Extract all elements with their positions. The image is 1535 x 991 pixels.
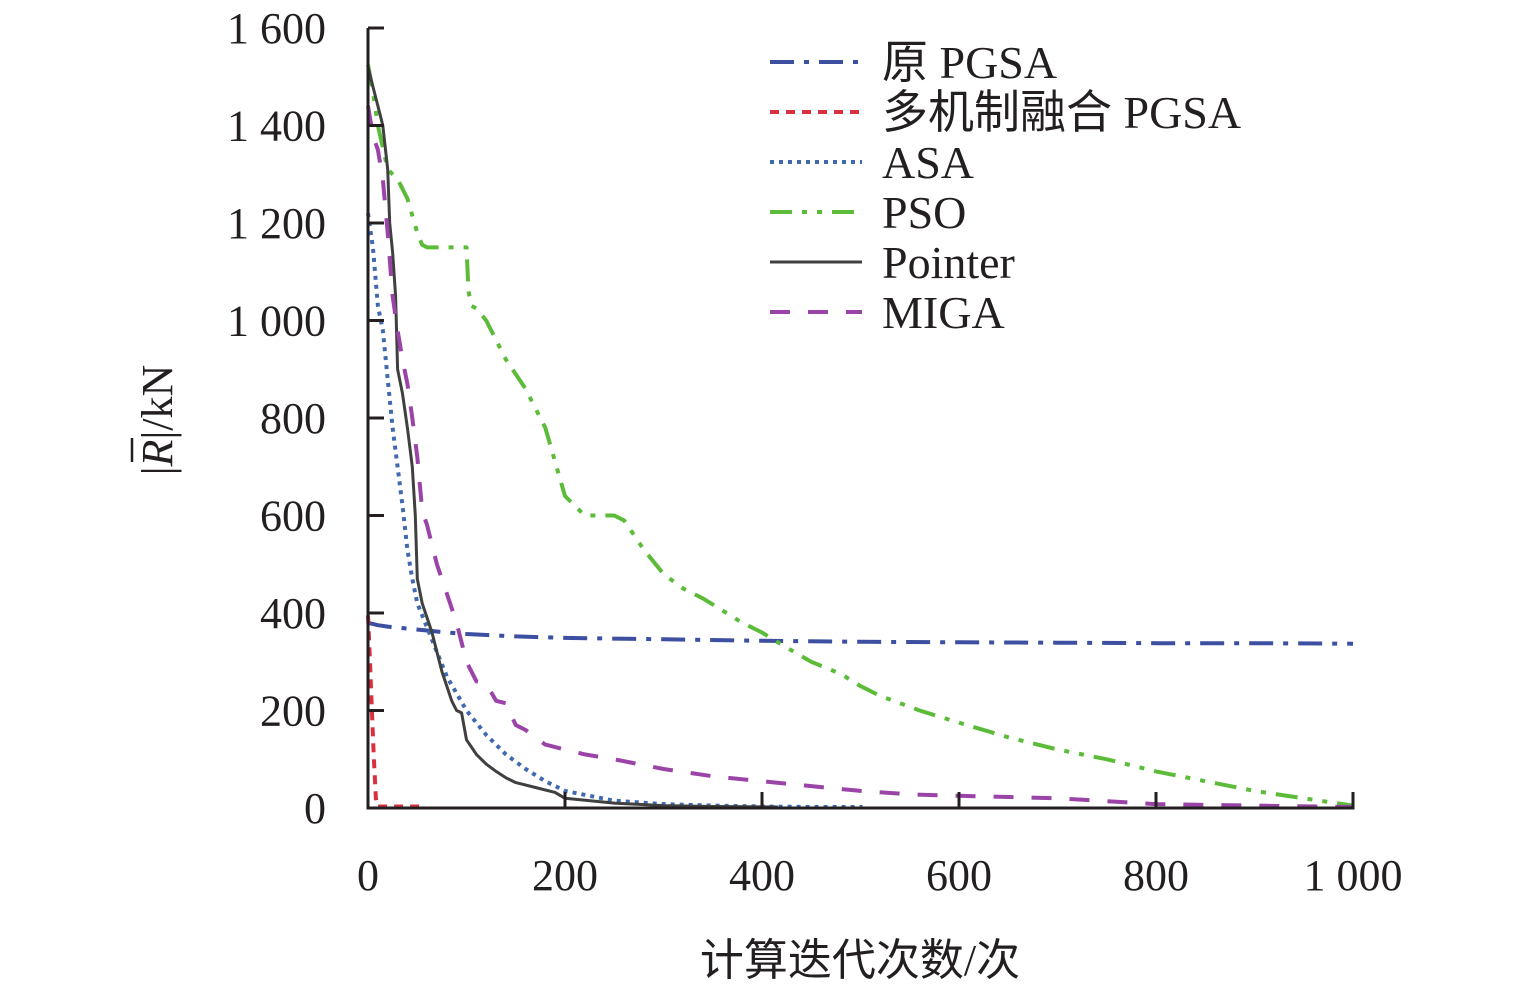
- legend-item: 多机制融合 PGSA: [770, 87, 1241, 138]
- legend-label: PSO: [882, 187, 966, 238]
- series-line-0: [367, 620, 1354, 646]
- y-tick-label: 600: [260, 492, 326, 541]
- y-tick-label: 800: [260, 394, 326, 443]
- ticks: 0 200 400 600 800 1 000 1 200 1 400 1 600 0 200 400…: [227, 4, 1403, 900]
- legend-item: ASA: [770, 137, 974, 188]
- x-tick-label: 0: [357, 851, 379, 900]
- x-tick-label: 800: [1123, 851, 1189, 900]
- legend-label: 原 PGSA: [882, 37, 1057, 88]
- y-tick-label: 1 600: [227, 4, 326, 53]
- x-axis-title: 计算迭代次数/次: [700, 936, 1020, 985]
- x-tick-label: 200: [532, 851, 598, 900]
- x-tick-label: 1 000: [1304, 851, 1403, 900]
- y-tick-label: 1 200: [227, 199, 326, 248]
- legend-label: Pointer: [882, 237, 1015, 288]
- series-line-3: [366, 64, 1354, 808]
- y-axis-title-open: |: [133, 466, 182, 475]
- legend-item: PSO: [770, 187, 966, 238]
- axes: [366, 28, 1355, 810]
- legend-label: MIGA: [882, 287, 1005, 338]
- y-axis-title-symbol: R: [133, 439, 182, 467]
- y-tick-label: 200: [260, 687, 326, 736]
- legend-item: MIGA: [770, 287, 1005, 338]
- y-tick-label: 400: [260, 589, 326, 638]
- legend-item: Pointer: [770, 237, 1015, 288]
- svg-text:|R|/kN: |R|/kN: [133, 365, 182, 476]
- legend-label: 多机制融合 PGSA: [882, 87, 1241, 138]
- y-tick-label: 1 000: [227, 297, 326, 346]
- series-line-5: [366, 105, 1354, 809]
- x-tick-label: 400: [729, 851, 795, 900]
- y-axis-title: |R|/kN: [130, 365, 182, 476]
- y-tick-label: 0: [304, 784, 326, 833]
- y-tick-label: 1 400: [227, 102, 326, 151]
- legend-item: 原 PGSA: [770, 37, 1057, 88]
- plot-lines: [366, 64, 1354, 809]
- series-line-4: [366, 66, 778, 809]
- x-tick-label: 600: [926, 851, 992, 900]
- legend-label: ASA: [882, 137, 974, 188]
- y-axis-title-close: |/kN: [133, 365, 182, 440]
- series-line-2: [366, 213, 863, 809]
